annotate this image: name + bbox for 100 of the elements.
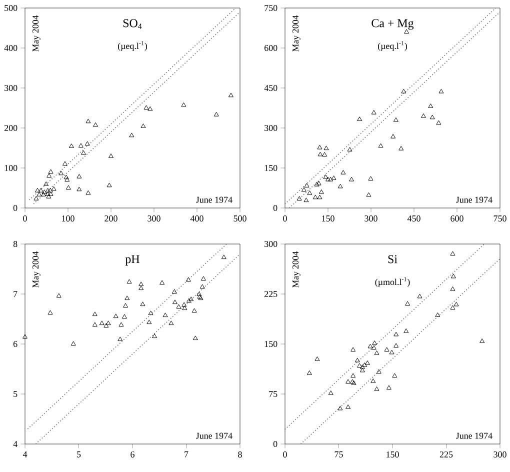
point: [390, 134, 396, 138]
point: [113, 314, 118, 318]
point: [48, 188, 53, 192]
point: [360, 364, 365, 369]
point: [108, 154, 114, 158]
y-tick-label: 300: [4, 84, 18, 92]
point: [417, 294, 422, 298]
point: [328, 390, 334, 395]
point: [140, 302, 146, 306]
point: [394, 332, 399, 336]
point: [450, 274, 456, 278]
point: [58, 170, 64, 176]
point: [129, 132, 134, 138]
point: [22, 334, 28, 339]
point: [312, 194, 318, 200]
point: [78, 143, 84, 148]
point: [307, 190, 312, 195]
point: [371, 110, 376, 114]
point: [296, 196, 302, 200]
point: [99, 320, 104, 326]
point: [144, 105, 149, 110]
point: [152, 334, 158, 338]
point: [374, 386, 380, 391]
point: [347, 147, 352, 152]
point: [338, 184, 343, 188]
point: [304, 183, 310, 188]
point: [160, 280, 165, 285]
point: [196, 292, 202, 296]
point: [324, 146, 329, 150]
point: [405, 301, 410, 306]
point: [386, 385, 392, 390]
point: [366, 192, 372, 197]
point: [34, 196, 39, 200]
point: [314, 356, 320, 361]
point: [450, 286, 456, 291]
point: [378, 143, 384, 148]
point: [221, 254, 226, 260]
point: [168, 320, 174, 326]
text: SO$_{4}$: [123, 19, 142, 29]
point: [454, 302, 459, 306]
y-axis-title: May 2004: [292, 251, 300, 288]
point: [104, 323, 109, 328]
point: [64, 174, 69, 180]
x-tick-label: 500: [234, 215, 246, 222]
x-tick-label: 300: [364, 215, 378, 222]
point: [138, 286, 144, 290]
point: [304, 198, 309, 202]
x-tick-label: 225: [440, 451, 453, 458]
point: [118, 322, 124, 327]
point: [350, 373, 356, 378]
point: [438, 88, 444, 94]
x-tick-label: 100: [62, 215, 74, 222]
point: [394, 343, 399, 348]
point: [51, 186, 56, 191]
y-axis-title: May 2004: [292, 15, 300, 52]
text: (µeq.l$^{-1}$): [118, 41, 148, 51]
point: [398, 146, 404, 150]
point: [306, 370, 312, 375]
point: [384, 347, 390, 352]
y-tick-label: 300: [264, 124, 278, 132]
point: [318, 152, 323, 156]
x-axis-title: June 1974: [196, 196, 232, 203]
point: [318, 189, 324, 194]
point: [45, 188, 50, 192]
x-tick-label: 0: [283, 451, 287, 458]
x-tick-label: 6: [130, 451, 134, 458]
x-tick-label: 150: [386, 451, 399, 458]
x-tick-label: 150: [322, 215, 334, 222]
x-tick-label: 200: [104, 215, 118, 222]
point: [364, 360, 370, 365]
point: [331, 176, 336, 180]
x-tick-label: 450: [407, 215, 420, 222]
point: [392, 373, 398, 378]
y-tick-label: 0: [273, 440, 278, 448]
point: [44, 182, 49, 186]
x-axis-title: June 1974: [456, 196, 492, 203]
point: [124, 296, 130, 300]
point: [126, 279, 132, 284]
point: [357, 116, 362, 122]
point: [376, 369, 382, 374]
point: [118, 336, 123, 342]
text: (µeq.l$^{-1}$): [378, 41, 408, 51]
point: [92, 322, 98, 327]
y-tick-label: 225: [264, 290, 278, 298]
point: [450, 251, 456, 256]
point: [301, 187, 306, 192]
text: (µmol.l$^{-1}$): [375, 277, 410, 287]
point: [46, 173, 52, 178]
x-tick-label: 300: [494, 451, 506, 458]
x-tick-label: 8: [238, 451, 242, 458]
point: [68, 144, 74, 148]
point: [46, 194, 52, 198]
point: [338, 406, 343, 410]
point: [138, 282, 144, 286]
x-tick-label: 0: [283, 215, 287, 222]
point: [314, 182, 320, 186]
point: [436, 120, 442, 125]
point: [370, 378, 376, 383]
point: [176, 304, 182, 309]
y-tick-label: 400: [4, 44, 18, 52]
